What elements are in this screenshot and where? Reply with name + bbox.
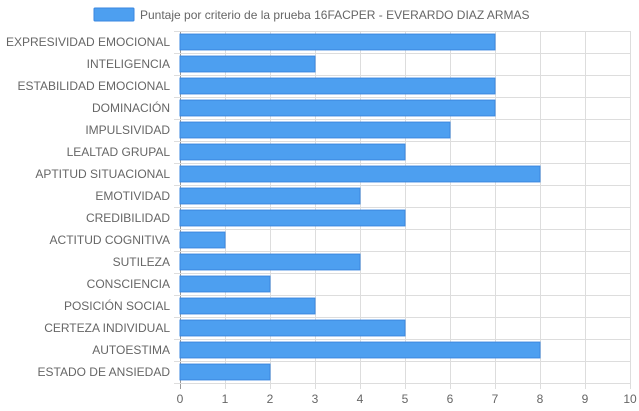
category-label: CREDIBILIDAD	[86, 211, 170, 225]
x-tick-label: 5	[402, 392, 409, 406]
bar[interactable]	[179, 187, 361, 205]
x-tick-label: 10	[623, 392, 637, 406]
x-tick-label: 3	[312, 392, 319, 406]
x-tick-labels: 0 1 2 3 4 5 6 7 8 9 10	[177, 392, 637, 406]
bar[interactable]	[179, 33, 496, 51]
category-label: AUTOESTIMA	[92, 343, 170, 357]
legend-swatch	[93, 7, 135, 22]
bar[interactable]	[179, 121, 451, 139]
category-label: CERTEZA INDIVIDUAL	[44, 321, 170, 335]
bar[interactable]	[179, 143, 406, 161]
x-tick-label: 2	[267, 392, 274, 406]
x-tick-label: 6	[447, 392, 454, 406]
bar[interactable]	[179, 253, 361, 271]
bar[interactable]	[179, 165, 541, 183]
bar[interactable]	[179, 55, 316, 73]
category-label: LEALTAD GRUPAL	[67, 145, 171, 159]
x-tick-label: 7	[492, 392, 499, 406]
category-label: CONSCIENCIA	[87, 277, 170, 291]
category-label: ESTADO DE ANSIEDAD	[38, 365, 171, 379]
category-label: INTELIGENCIA	[87, 57, 170, 71]
legend-label: Puntaje por criterio de la prueba 16FACP…	[140, 8, 530, 22]
category-label: EMOTIVIDAD	[95, 189, 170, 203]
category-label: APTITUD SITUACIONAL	[35, 167, 170, 181]
bar[interactable]	[179, 99, 496, 117]
bar[interactable]	[179, 363, 271, 381]
x-tick-label: 0	[177, 392, 184, 406]
bar[interactable]	[179, 341, 541, 359]
category-label: POSICIÓN SOCIAL	[64, 298, 170, 313]
x-tick-label: 1	[222, 392, 229, 406]
category-labels: EXPRESIVIDAD EMOCIONAL INTELIGENCIA ESTABI…	[6, 35, 170, 379]
bar[interactable]	[179, 209, 406, 227]
bar[interactable]	[179, 297, 316, 315]
category-label: IMPULSIVIDAD	[85, 123, 170, 137]
x-tick-label: 8	[537, 392, 544, 406]
bar[interactable]	[179, 319, 406, 337]
bar[interactable]	[179, 231, 226, 249]
bar[interactable]	[179, 77, 496, 95]
category-label: SUTILEZA	[113, 255, 170, 269]
x-tick-label: 4	[357, 392, 364, 406]
category-label: EXPRESIVIDAD EMOCIONAL	[6, 35, 170, 49]
legend: Puntaje por criterio de la prueba 16FACP…	[93, 7, 530, 22]
category-label: DOMINACIÓN	[92, 100, 170, 115]
category-label: ACTITUD COGNITIVA	[50, 233, 170, 247]
category-label: ESTABILIDAD EMOCIONAL	[18, 79, 171, 93]
bar[interactable]	[179, 275, 271, 293]
bars	[179, 33, 541, 381]
x-tick-label: 9	[582, 392, 589, 406]
